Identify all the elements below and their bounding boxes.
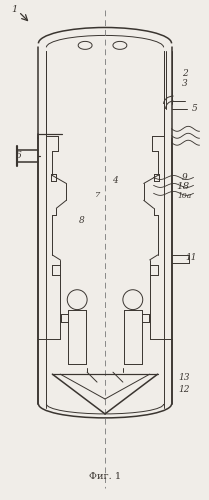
Text: Фиг. 1: Фиг. 1 [89,472,121,481]
Text: 4: 4 [112,176,118,185]
Text: 18: 18 [176,182,189,191]
Text: 8: 8 [79,216,85,224]
Text: 6: 6 [16,151,22,160]
Text: 2: 2 [182,68,187,78]
Text: 9: 9 [182,173,187,182]
Text: 3: 3 [182,78,187,88]
Text: 7: 7 [95,192,101,200]
Text: 12: 12 [179,384,190,394]
Text: 1: 1 [11,5,18,14]
Text: 10a: 10a [177,192,192,200]
Text: 5: 5 [191,104,197,114]
Text: 11: 11 [186,254,197,262]
Text: 13: 13 [179,372,190,382]
